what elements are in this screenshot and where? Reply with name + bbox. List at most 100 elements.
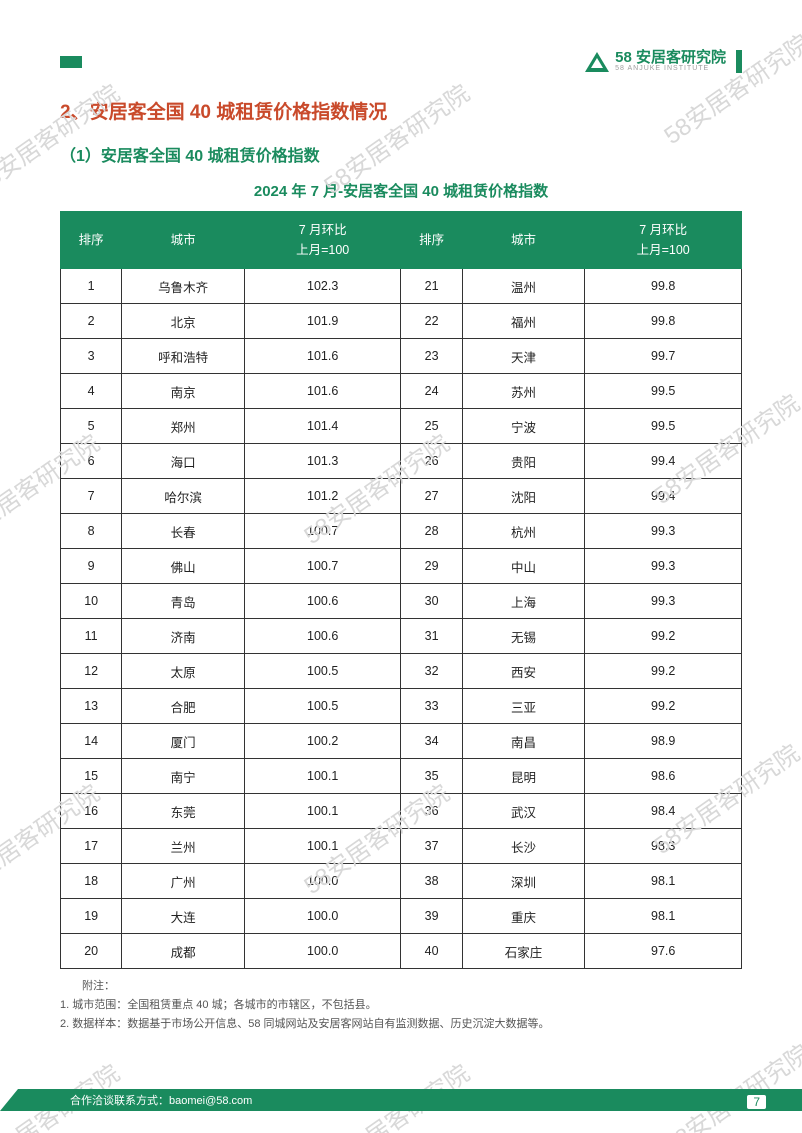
table-row: 4南京101.624苏州99.5 bbox=[61, 374, 742, 409]
cell-value: 97.6 bbox=[585, 934, 742, 969]
cell-rank: 3 bbox=[61, 339, 122, 374]
cell-value: 100.0 bbox=[244, 864, 401, 899]
cell-value: 99.3 bbox=[585, 514, 742, 549]
cell-value: 98.6 bbox=[585, 759, 742, 794]
cell-value: 100.1 bbox=[244, 829, 401, 864]
col-header-value-l2: 上月=100 bbox=[296, 243, 349, 257]
footnote-line: 2. 数据样本：数据基于市场公开信息、58 同城网站及安居客网站自有监测数据、历… bbox=[60, 1015, 742, 1034]
cell-city: 南昌 bbox=[462, 724, 585, 759]
cell-rank: 19 bbox=[61, 899, 122, 934]
cell-rank: 30 bbox=[401, 584, 462, 619]
cell-rank: 10 bbox=[61, 584, 122, 619]
cell-value: 99.5 bbox=[585, 409, 742, 444]
col-header-value: 7 月环比 上月=100 bbox=[244, 212, 401, 269]
cell-value: 100.7 bbox=[244, 514, 401, 549]
cell-value: 100.5 bbox=[244, 654, 401, 689]
cell-value: 98.1 bbox=[585, 864, 742, 899]
cell-city: 太原 bbox=[122, 654, 245, 689]
cell-rank: 28 bbox=[401, 514, 462, 549]
cell-city: 兰州 bbox=[122, 829, 245, 864]
cell-rank: 5 bbox=[61, 409, 122, 444]
cell-rank: 17 bbox=[61, 829, 122, 864]
cell-value: 100.6 bbox=[244, 619, 401, 654]
cell-city: 广州 bbox=[122, 864, 245, 899]
section-heading: 2、安居客全国 40 城租赁价格指数情况 bbox=[60, 97, 742, 124]
cell-value: 100.1 bbox=[244, 759, 401, 794]
table-row: 5郑州101.425宁波99.5 bbox=[61, 409, 742, 444]
cell-rank: 32 bbox=[401, 654, 462, 689]
cell-rank: 20 bbox=[61, 934, 122, 969]
cell-value: 100.2 bbox=[244, 724, 401, 759]
cell-city: 大连 bbox=[122, 899, 245, 934]
cell-city: 上海 bbox=[462, 584, 585, 619]
cell-city: 沈阳 bbox=[462, 479, 585, 514]
table-row: 10青岛100.630上海99.3 bbox=[61, 584, 742, 619]
cell-rank: 22 bbox=[401, 304, 462, 339]
table-row: 9佛山100.729中山99.3 bbox=[61, 549, 742, 584]
cell-city: 宁波 bbox=[462, 409, 585, 444]
table-row: 11济南100.631无锡99.2 bbox=[61, 619, 742, 654]
cell-rank: 24 bbox=[401, 374, 462, 409]
table-row: 18广州100.038深圳98.1 bbox=[61, 864, 742, 899]
table-row: 20成都100.040石家庄97.6 bbox=[61, 934, 742, 969]
cell-rank: 12 bbox=[61, 654, 122, 689]
cell-rank: 11 bbox=[61, 619, 122, 654]
cell-city: 呼和浩特 bbox=[122, 339, 245, 374]
cell-rank: 39 bbox=[401, 899, 462, 934]
cell-value: 99.8 bbox=[585, 304, 742, 339]
cell-rank: 6 bbox=[61, 444, 122, 479]
footnotes: 附注： 1. 城市范围：全国租赁重点 40 城；各城市的市辖区，不包括县。 2.… bbox=[60, 977, 742, 1033]
table-title: 2024 年 7 月-安居客全国 40 城租赁价格指数 bbox=[60, 180, 742, 201]
subsection-heading: （1）安居客全国 40 城租赁价格指数 bbox=[60, 142, 742, 166]
cell-rank: 29 bbox=[401, 549, 462, 584]
cell-city: 贵阳 bbox=[462, 444, 585, 479]
cell-value: 99.7 bbox=[585, 339, 742, 374]
cell-city: 深圳 bbox=[462, 864, 585, 899]
cell-city: 三亚 bbox=[462, 689, 585, 724]
table-row: 16东莞100.136武汉98.4 bbox=[61, 794, 742, 829]
cell-value: 99.8 bbox=[585, 269, 742, 304]
cell-value: 101.4 bbox=[244, 409, 401, 444]
table-row: 1乌鲁木齐102.321温州99.8 bbox=[61, 269, 742, 304]
cell-value: 100.0 bbox=[244, 899, 401, 934]
watermark: 58安居客研究院 bbox=[655, 24, 802, 151]
price-index-table: 排序 城市 7 月环比 上月=100 排序 城市 7 月环比 上月=100 1乌… bbox=[60, 211, 742, 969]
cell-value: 101.6 bbox=[244, 339, 401, 374]
cell-rank: 4 bbox=[61, 374, 122, 409]
cell-rank: 21 bbox=[401, 269, 462, 304]
cell-city: 昆明 bbox=[462, 759, 585, 794]
brand-name-en: 58 ANJUKE INSTITUTE bbox=[615, 65, 726, 73]
table-row: 6海口101.326贵阳99.4 bbox=[61, 444, 742, 479]
table-row: 2北京101.922福州99.8 bbox=[61, 304, 742, 339]
cell-city: 哈尔滨 bbox=[122, 479, 245, 514]
cell-city: 长春 bbox=[122, 514, 245, 549]
cell-city: 济南 bbox=[122, 619, 245, 654]
cell-rank: 34 bbox=[401, 724, 462, 759]
cell-city: 成都 bbox=[122, 934, 245, 969]
col-header-rank: 排序 bbox=[401, 212, 462, 269]
table-row: 15南宁100.135昆明98.6 bbox=[61, 759, 742, 794]
cell-value: 100.5 bbox=[244, 689, 401, 724]
table-row: 12太原100.532西安99.2 bbox=[61, 654, 742, 689]
cell-rank: 7 bbox=[61, 479, 122, 514]
cell-city: 郑州 bbox=[122, 409, 245, 444]
cell-value: 100.6 bbox=[244, 584, 401, 619]
col-header-value-l1: 7 月环比 bbox=[299, 223, 347, 237]
footnote-head: 附注： bbox=[60, 977, 742, 996]
col-header-rank: 排序 bbox=[61, 212, 122, 269]
cell-value: 99.3 bbox=[585, 584, 742, 619]
cell-rank: 40 bbox=[401, 934, 462, 969]
brand-logo: 58 安居客研究院 58 ANJUKE INSTITUTE bbox=[585, 50, 742, 73]
cell-value: 100.0 bbox=[244, 934, 401, 969]
cell-rank: 16 bbox=[61, 794, 122, 829]
cell-rank: 18 bbox=[61, 864, 122, 899]
cell-value: 99.3 bbox=[585, 549, 742, 584]
watermark: 58安居客研究院 bbox=[655, 1034, 802, 1133]
page-footer: 合作洽谈联系方式：baomei@58.com bbox=[0, 1089, 802, 1111]
cell-city: 福州 bbox=[462, 304, 585, 339]
cell-city: 北京 bbox=[122, 304, 245, 339]
cell-rank: 9 bbox=[61, 549, 122, 584]
cell-value: 98.9 bbox=[585, 724, 742, 759]
col-header-value-l1: 7 月环比 bbox=[639, 223, 687, 237]
cell-rank: 14 bbox=[61, 724, 122, 759]
